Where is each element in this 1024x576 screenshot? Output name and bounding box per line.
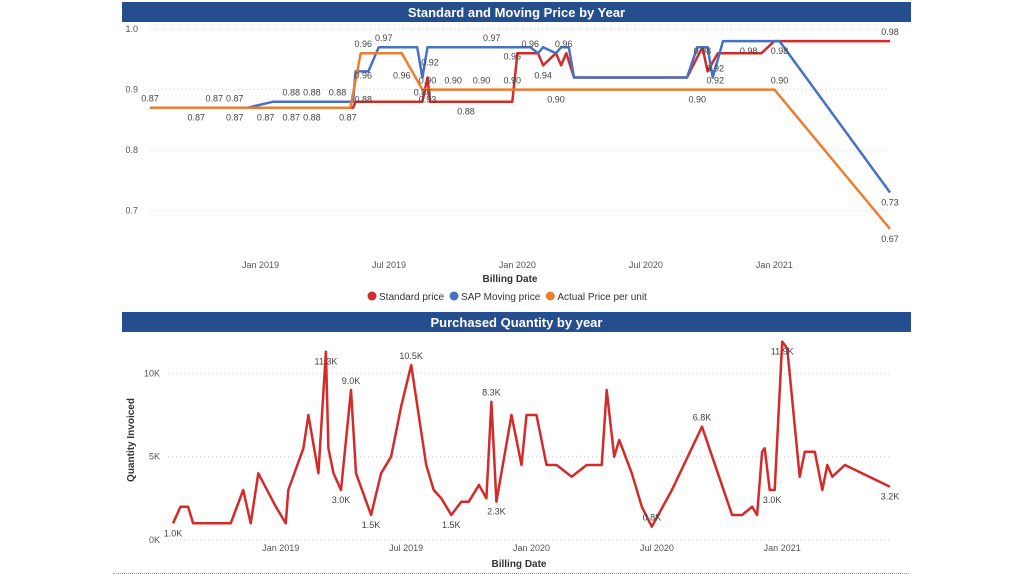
data-label: 0.67	[881, 234, 899, 244]
bottom-divider	[113, 573, 909, 574]
data-label: 0.87	[257, 113, 275, 123]
data-label: 0.95	[504, 51, 522, 61]
y-tick-label: 5K	[149, 452, 160, 462]
chart2-title-banner: Purchased Quantity by year	[122, 312, 911, 332]
x-tick-label: Jan 2021	[764, 543, 801, 553]
data-label: 0.96	[354, 70, 372, 80]
data-label: 0.88	[354, 95, 372, 105]
data-label: 0.90	[419, 76, 437, 86]
legend-label-1: Standard price	[379, 292, 444, 303]
chart2-title: Purchased Quantity by year	[430, 314, 603, 330]
chart1-title: Standard and Moving Price by Year	[407, 4, 626, 20]
data-label: 6.8K	[693, 413, 712, 423]
legend-label-2: SAP Moving price	[461, 292, 541, 303]
data-label: 0.88	[283, 88, 301, 98]
y-tick-label: 0.7	[125, 206, 138, 216]
legend-marker-3	[545, 291, 555, 301]
legend-label-3: Actual Price per unit	[557, 292, 647, 303]
x-tick-label: Jan 2021	[756, 260, 793, 270]
data-label: 0.97	[483, 33, 501, 43]
data-label: 0.90	[689, 95, 707, 105]
data-label: 0.96	[393, 70, 411, 80]
y-tick-label: 0K	[149, 535, 160, 545]
data-label: 8.3K	[482, 388, 501, 398]
x-tick-label: Jul 2019	[372, 260, 406, 270]
data-label: 0.92	[421, 57, 439, 67]
x-tick-label: Jan 2019	[262, 543, 299, 553]
data-label: 0.90	[504, 76, 522, 86]
data-label: 0.98	[694, 46, 712, 56]
data-label: 0.87	[141, 94, 159, 104]
data-label: 0.96	[522, 39, 540, 49]
data-label: 0.87	[226, 94, 244, 104]
data-label: 0.92	[707, 63, 725, 73]
x-tick-label: Jul 2020	[640, 543, 674, 553]
x-axis-title: Billing Date	[491, 559, 546, 570]
data-label: 0.90	[473, 76, 491, 86]
legend-marker-1	[367, 291, 377, 301]
data-label: 0.87	[187, 113, 205, 123]
data-label: 0.87	[339, 113, 357, 123]
data-label: 0.88	[329, 88, 347, 98]
data-label: 1.0K	[164, 528, 183, 538]
chart1-title-banner: Standard and Moving Price by Year	[122, 2, 911, 22]
data-label: 0.88	[414, 88, 432, 98]
x-tick-label: Jul 2019	[389, 543, 423, 553]
series-line-quantity-invoiced	[171, 340, 891, 528]
x-tick-label: Jan 2020	[513, 543, 550, 553]
data-label: 0.87	[226, 113, 244, 123]
y-tick-label: 0.9	[125, 85, 138, 95]
data-label: 0.97	[375, 33, 393, 43]
data-label: 3.2K	[881, 492, 900, 502]
y-axis-title: Quantity Invoiced	[126, 398, 137, 482]
y-tick-label: 10K	[144, 368, 160, 378]
x-tick-label: Jan 2020	[499, 260, 536, 270]
data-label: 0.88	[303, 88, 321, 98]
data-label: 0.94	[534, 70, 552, 80]
data-label: 0.8K	[643, 513, 662, 523]
data-label: 3.0K	[763, 495, 782, 505]
price-chart: 1.0 0.9 0.8 0.7 Jan 2019 Jul 2019 Jan 2020 Jul …	[125, 24, 899, 303]
data-label: 9.0K	[342, 376, 361, 386]
data-label: 1.5K	[362, 520, 381, 530]
data-label: 0.90	[771, 76, 789, 86]
x-tick-label: Jan 2019	[242, 260, 279, 270]
data-label: 2.3K	[487, 507, 506, 517]
data-label: 11.3K	[315, 357, 338, 367]
y-tick-label: 1.0	[125, 24, 138, 34]
data-label: 1.5K	[442, 520, 461, 530]
legend-marker-2	[449, 291, 459, 301]
data-label: 0.98	[881, 27, 899, 37]
data-label: 0.73	[881, 198, 899, 208]
data-label: 0.98	[740, 46, 758, 56]
y-tick-label: 0.8	[125, 145, 138, 155]
data-label: 10.5K	[399, 351, 423, 361]
data-label: 0.96	[555, 39, 573, 49]
data-label: 0.90	[547, 95, 565, 105]
data-label: 11.9K	[771, 347, 794, 357]
x-tick-label: Jul 2020	[629, 260, 663, 270]
series-line-actual-price-per-unit	[150, 51, 891, 230]
data-label: 0.96	[354, 39, 372, 49]
data-label: 0.90	[444, 76, 462, 86]
data-label: 0.93	[419, 95, 437, 105]
data-label: 0.92	[707, 76, 725, 86]
data-label: 0.87	[205, 94, 223, 104]
data-label: 0.98	[771, 46, 789, 56]
data-label: 0.88	[303, 113, 321, 123]
data-label: 0.88	[457, 107, 475, 117]
data-label: 3.0K	[332, 495, 351, 505]
data-label: 0.87	[283, 113, 301, 123]
x-axis-title: Billing Date	[482, 274, 537, 285]
